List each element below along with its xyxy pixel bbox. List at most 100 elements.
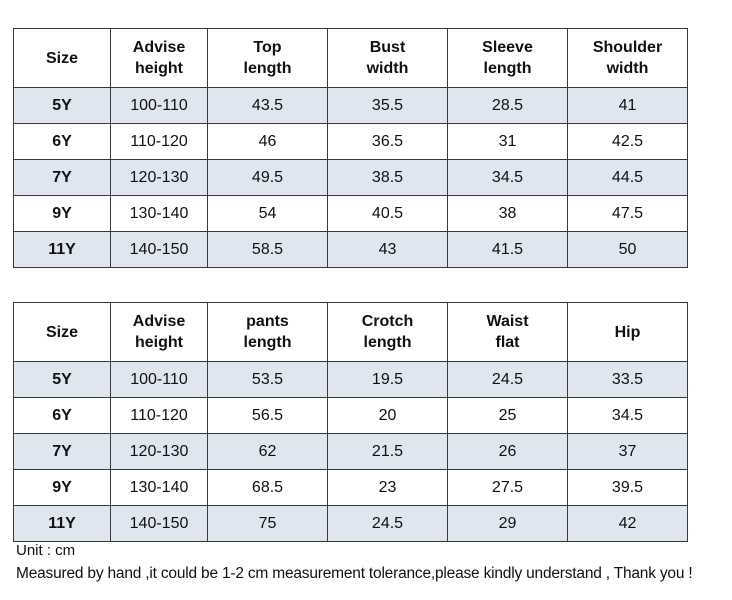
header-text-line: Hip <box>614 323 641 341</box>
table-row: 7Y 120-130 62 21.5 26 37 <box>13 433 688 470</box>
measurement-cell: 62 <box>207 433 328 470</box>
measurement-cell: 75 <box>207 505 328 542</box>
measurement-cell: 54 <box>207 195 328 232</box>
measurement-cell: 41 <box>567 87 688 124</box>
measurement-cell: 120-130 <box>110 159 208 196</box>
measurement-cell: 110-120 <box>110 123 208 160</box>
header-crotch-length: Crotch length <box>327 302 448 362</box>
header-text-line: width <box>606 60 649 77</box>
measurement-note: Measured by hand ,it could be 1-2 cm mea… <box>16 565 693 582</box>
header-text-line: Size <box>45 49 78 67</box>
header-text-line: Advise <box>132 39 186 56</box>
header-text-line: pants <box>246 313 289 330</box>
header-text-line: Crotch <box>361 313 414 330</box>
header-hip: Hip <box>567 302 688 362</box>
measurement-cell: 21.5 <box>327 433 448 470</box>
header-text-line: length <box>243 334 292 351</box>
table-row: 7Y 120-130 49.5 38.5 34.5 44.5 <box>13 159 688 196</box>
measurement-cell: 27.5 <box>447 469 568 506</box>
size-label-cell: 11Y <box>13 505 111 542</box>
header-text-line: length <box>483 60 532 77</box>
measurement-cell: 24.5 <box>327 505 448 542</box>
table-row: 9Y 130-140 54 40.5 38 47.5 <box>13 195 688 232</box>
measurement-cell: 50 <box>567 231 688 268</box>
table-row: 6Y 110-120 46 36.5 31 42.5 <box>13 123 688 160</box>
header-text-line: height <box>135 60 183 77</box>
measurement-cell: 40.5 <box>327 195 448 232</box>
measurement-cell: 53.5 <box>207 361 328 398</box>
measurement-cell: 130-140 <box>110 469 208 506</box>
header-advise-height: Advise height <box>110 28 208 88</box>
measurement-cell: 120-130 <box>110 433 208 470</box>
measurement-cell: 38 <box>447 195 568 232</box>
measurement-cell: 41.5 <box>447 231 568 268</box>
size-label-cell: 5Y <box>13 361 111 398</box>
measurement-cell: 31 <box>447 123 568 160</box>
size-label-cell: 5Y <box>13 87 111 124</box>
header-advise-height: Advise height <box>110 302 208 362</box>
header-text-line: Top <box>253 39 282 56</box>
header-size: Size <box>13 302 111 362</box>
header-row: Size Advise height Top length Bust width Sl… <box>13 28 688 88</box>
measurement-cell: 58.5 <box>207 231 328 268</box>
measurement-cell: 47.5 <box>567 195 688 232</box>
measurement-cell: 68.5 <box>207 469 328 506</box>
table-row: 9Y 130-140 68.5 23 27.5 39.5 <box>13 469 688 506</box>
table-row: 11Y 140-150 75 24.5 29 42 <box>13 505 688 542</box>
header-text-line: Shoulder <box>592 39 663 56</box>
size-label-cell: 9Y <box>13 469 111 506</box>
header-text-line: Bust <box>369 39 406 56</box>
header-bust-width: Bust width <box>327 28 448 88</box>
measurement-cell: 42 <box>567 505 688 542</box>
measurement-cell: 37 <box>567 433 688 470</box>
measurement-cell: 23 <box>327 469 448 506</box>
measurement-cell: 43 <box>327 231 448 268</box>
measurement-cell: 43.5 <box>207 87 328 124</box>
measurement-cell: 39.5 <box>567 469 688 506</box>
measurement-cell: 26 <box>447 433 568 470</box>
size-label-cell: 6Y <box>13 123 111 160</box>
header-text-line: Waist <box>486 313 529 330</box>
measurement-cell: 28.5 <box>447 87 568 124</box>
measurement-cell: 46 <box>207 123 328 160</box>
header-size: Size <box>13 28 111 88</box>
table-row: 11Y 140-150 58.5 43 41.5 50 <box>13 231 688 268</box>
header-shoulder-width: Shoulder width <box>567 28 688 88</box>
measurement-cell: 38.5 <box>327 159 448 196</box>
measurement-cell: 29 <box>447 505 568 542</box>
measurement-cell: 100-110 <box>110 87 208 124</box>
size-label-cell: 7Y <box>13 159 111 196</box>
top-size-table: Size Advise height Top length Bust width Sl… <box>13 28 688 268</box>
measurement-cell: 100-110 <box>110 361 208 398</box>
header-text-line: flat <box>495 334 520 351</box>
measurement-cell: 130-140 <box>110 195 208 232</box>
measurement-cell: 24.5 <box>447 361 568 398</box>
size-label-cell: 9Y <box>13 195 111 232</box>
header-text-line: length <box>243 60 292 77</box>
measurement-cell: 49.5 <box>207 159 328 196</box>
header-row: Size Advise height pants length Crotch leng… <box>13 302 688 362</box>
measurement-cell: 140-150 <box>110 505 208 542</box>
measurement-cell: 110-120 <box>110 397 208 434</box>
measurement-cell: 44.5 <box>567 159 688 196</box>
measurement-cell: 34.5 <box>567 397 688 434</box>
measurement-cell: 140-150 <box>110 231 208 268</box>
header-text-line: Advise <box>132 313 186 330</box>
header-text-line: Size <box>45 323 78 341</box>
table-row: 5Y 100-110 53.5 19.5 24.5 33.5 <box>13 361 688 398</box>
header-text-line: height <box>135 334 183 351</box>
header-top-length: Top length <box>207 28 328 88</box>
measurement-cell: 33.5 <box>567 361 688 398</box>
unit-note: Unit : cm <box>16 542 76 559</box>
header-text-line: width <box>366 60 409 77</box>
measurement-cell: 42.5 <box>567 123 688 160</box>
measurement-cell: 20 <box>327 397 448 434</box>
table-row: 5Y 100-110 43.5 35.5 28.5 41 <box>13 87 688 124</box>
measurement-cell: 25 <box>447 397 568 434</box>
header-pants-length: pants length <box>207 302 328 362</box>
header-sleeve-length: Sleeve length <box>447 28 568 88</box>
measurement-cell: 35.5 <box>327 87 448 124</box>
header-text-line: length <box>363 334 412 351</box>
header-text-line: Sleeve <box>482 39 533 56</box>
bottom-size-table: Size Advise height pants length Crotch leng… <box>13 302 688 542</box>
